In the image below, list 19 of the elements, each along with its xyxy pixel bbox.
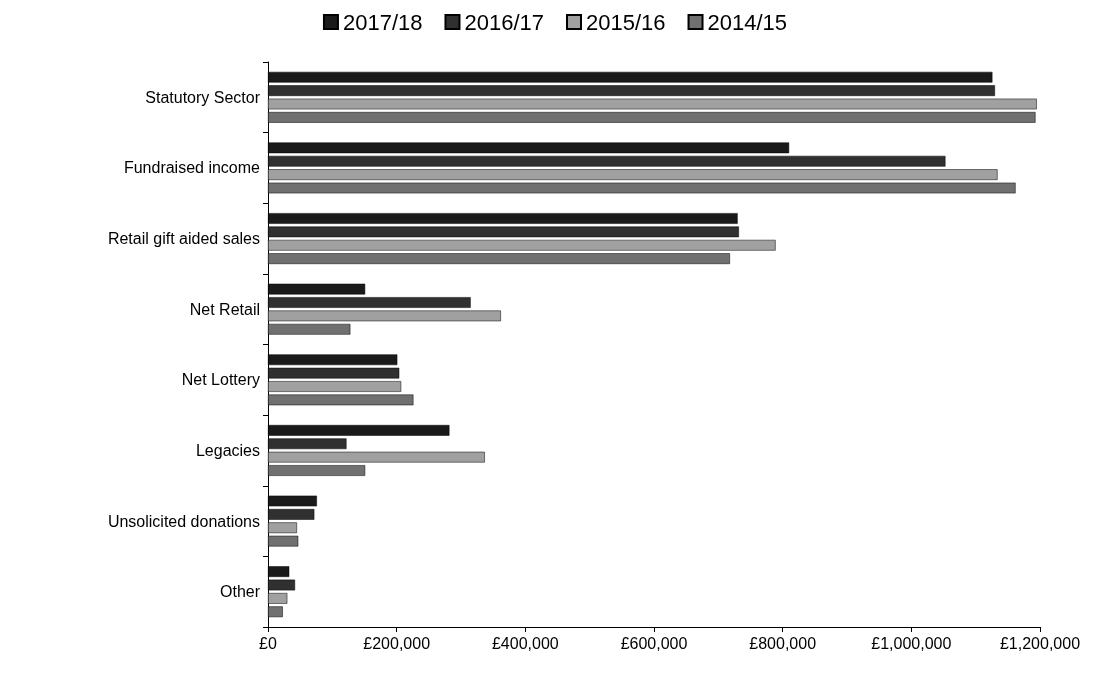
x-tick-label: £800,000 — [749, 634, 817, 652]
legend-label: 2014/15 — [707, 9, 788, 35]
x-tick-label: £0 — [259, 634, 277, 652]
x-tick-label: £400,000 — [491, 634, 559, 652]
y-tick-label: Retail gift aided sales — [107, 230, 260, 248]
y-tick-label: Net Lottery — [181, 371, 260, 389]
y-tick-label: Statutory Sector — [145, 88, 261, 106]
legend-label: 2015/16 — [586, 9, 666, 35]
legend-label: 2016/17 — [464, 9, 545, 35]
y-tick-label: Fundraised income — [123, 159, 261, 177]
y-tick-label: Legacies — [195, 441, 260, 459]
x-tick-label: £600,000 — [620, 634, 688, 652]
x-tick-label: £200,000 — [363, 634, 431, 652]
y-tick-label: Unsolicited donations — [107, 512, 260, 530]
y-tick-label: Net Retail — [189, 300, 260, 318]
y-tick-label: Other — [219, 583, 261, 601]
x-tick-label: £1,000,000 — [871, 634, 952, 652]
x-tick-label: £1,200,000 — [999, 634, 1081, 652]
legend-label: 2017/18 — [342, 9, 423, 35]
